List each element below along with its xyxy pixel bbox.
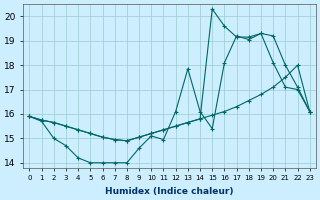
- X-axis label: Humidex (Indice chaleur): Humidex (Indice chaleur): [105, 187, 234, 196]
